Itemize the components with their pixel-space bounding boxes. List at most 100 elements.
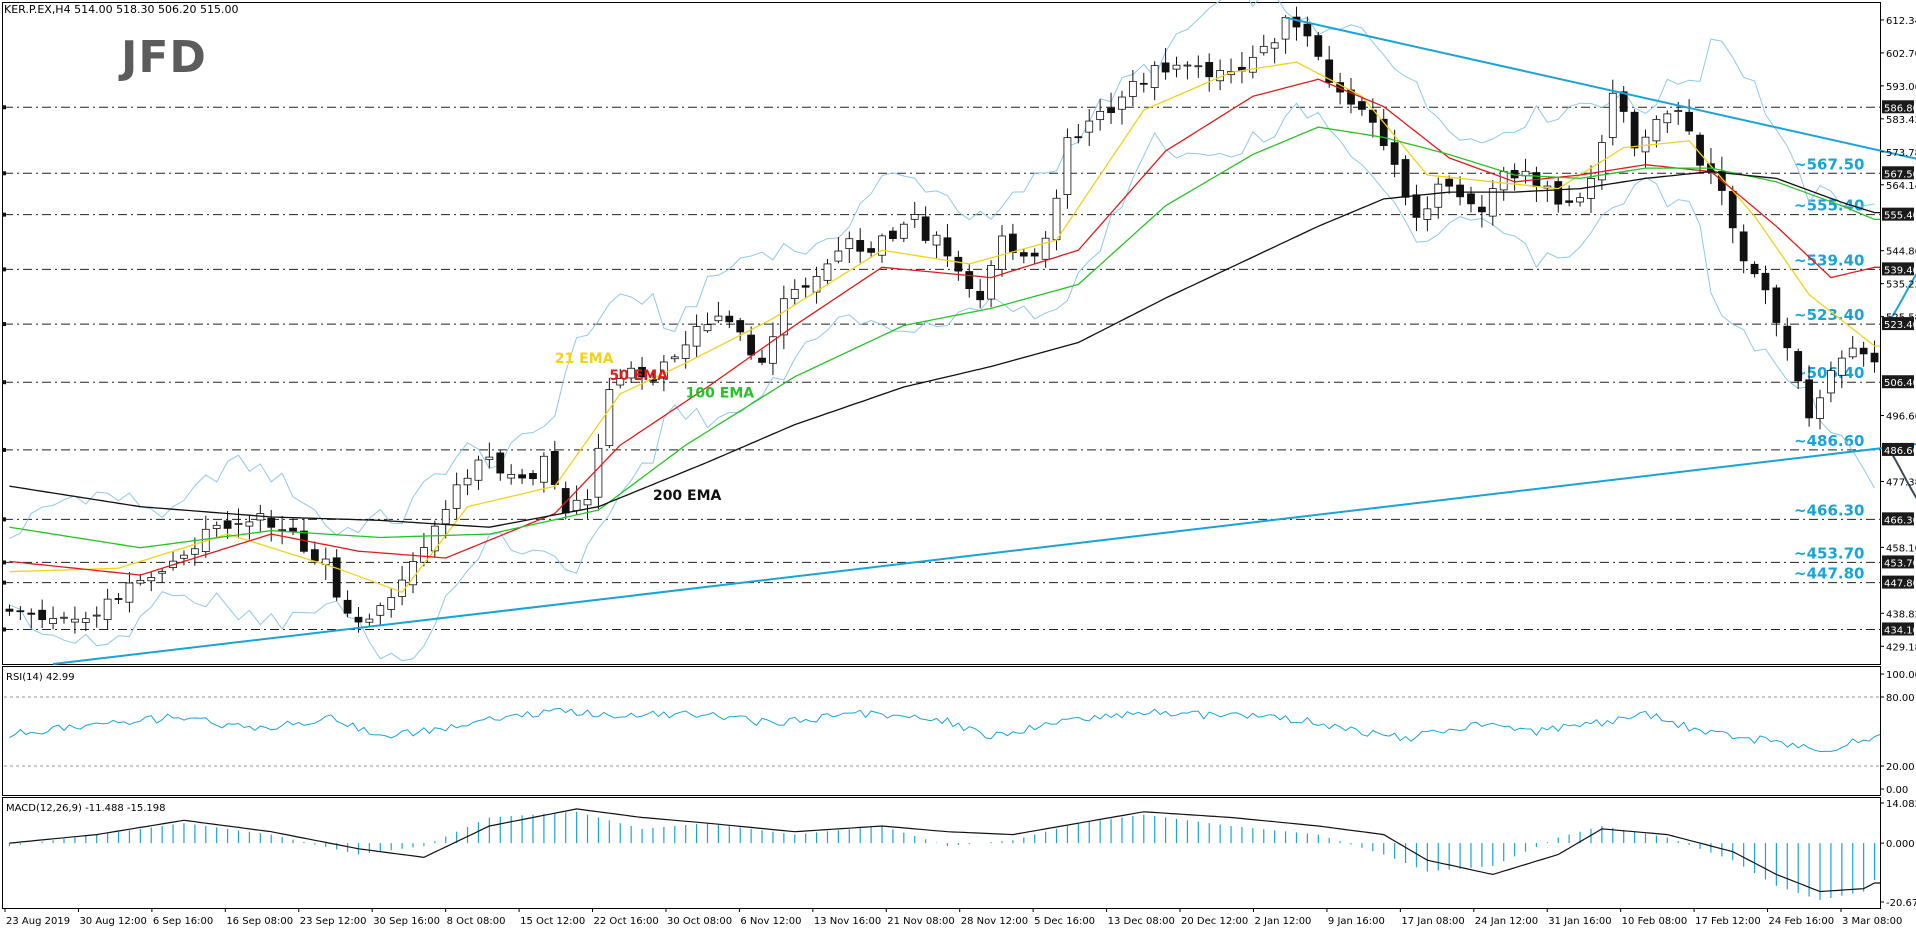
candle-body [387,597,396,610]
time-tick-label: 30 Aug 12:00 [79,916,146,927]
candle [976,279,985,309]
candle [1325,45,1334,88]
price-axis: 612.34 602.70 593.06 583.42 573.78 564.14 544.… [1880,16,1916,653]
candle-body [965,271,974,289]
candle [60,611,68,624]
candle [234,508,243,539]
candle [1183,61,1192,80]
price-tick-label: 496.66 [1886,412,1916,423]
candle [1532,166,1541,203]
level-price-label: 447.80 [1884,579,1916,590]
candle-body [190,548,199,555]
level-label: ~555.40 [1794,197,1864,215]
candle-body [27,612,36,615]
candle [1074,124,1083,144]
candle [758,349,766,366]
candle [1161,48,1170,80]
candle-body [114,598,123,600]
level-price-box [1882,555,1914,569]
candle [1772,284,1781,337]
bollinger-lower [9,102,1875,662]
horizontal-levels: ~567.50~555.40~539.40~523.40~506.40~486.… [2,105,1880,632]
time-tick-label: 23 Sep 12:00 [300,916,367,927]
level-marker [2,517,6,522]
level-label: ~539.40 [1794,251,1864,269]
candle-body [1630,111,1639,149]
candle [1041,231,1050,268]
candle-body [1172,64,1181,70]
candle-body [1292,16,1301,28]
time-tick-label: 10 Feb 08:00 [1622,916,1688,927]
candle-body [1118,96,1126,110]
candle [965,263,974,298]
candle-body [441,509,450,525]
candle-body [1848,347,1857,358]
candle [1554,176,1563,213]
candle [627,361,636,384]
candle [158,568,167,583]
candle [387,588,396,618]
candle-body [878,235,886,256]
candle-body [1379,118,1388,146]
candle [300,518,308,554]
candle [714,301,723,323]
candle [1128,69,1137,107]
candle [1194,55,1203,78]
level-price-box [1882,575,1914,589]
candle-body [1107,107,1115,114]
candle [779,285,788,350]
candle-body [681,344,690,359]
time-tick-label: 9 Jan 16:00 [1328,916,1385,927]
candle-body [463,477,472,486]
time-tick-label: 6 Nov 12:00 [740,916,801,927]
candle [834,237,843,264]
candle [1859,341,1868,367]
candle-body [583,499,592,506]
level-marker [2,627,6,632]
candle-body [1139,82,1148,85]
rsi-header: RSI(14) 42.99 [6,672,75,683]
candle [518,468,526,484]
candle-body [659,361,668,379]
candle [1423,196,1432,232]
candle [1478,194,1486,228]
macd-panel: MACD(12,26,9) -11.488 -15.198 14.082 0.000… [6,799,1916,909]
candle-body [703,324,712,332]
candle [201,515,210,558]
candle-body [779,298,788,336]
candle [1216,59,1225,91]
candle-body [1456,184,1464,198]
candle [769,322,777,376]
candle [409,552,417,594]
candle [605,378,614,449]
candlesticks [5,6,1879,634]
candle-body [769,336,777,364]
candle-body [1805,379,1813,419]
candle-body [550,450,559,485]
price-tick-label: 564.14 [1886,181,1916,192]
time-tick-label: 30 Sep 16:00 [373,916,440,927]
candle-body [1827,370,1835,394]
macd-signal-line [9,808,1880,893]
level-price-box [1882,375,1914,389]
candle-body [1750,263,1759,275]
candle-body [845,238,854,250]
candle [1172,56,1181,78]
candle-body [507,474,516,479]
candle [1445,175,1454,194]
candle-body [856,240,865,252]
level-price-label: 506.40 [1884,378,1916,389]
level-label: ~486.60 [1794,432,1864,450]
time-tick-label: 28 Nov 12:00 [961,916,1028,927]
jfd-logo: JFD [118,32,206,83]
candle-body [910,214,919,220]
level-price-box [1882,207,1914,221]
candle-body [430,525,439,552]
candle [921,206,930,244]
candle [943,223,952,267]
candle-body [474,459,483,481]
candle-body [1423,208,1432,220]
candle [1358,96,1366,116]
candle-body [529,473,537,480]
candle-body [1739,231,1748,262]
